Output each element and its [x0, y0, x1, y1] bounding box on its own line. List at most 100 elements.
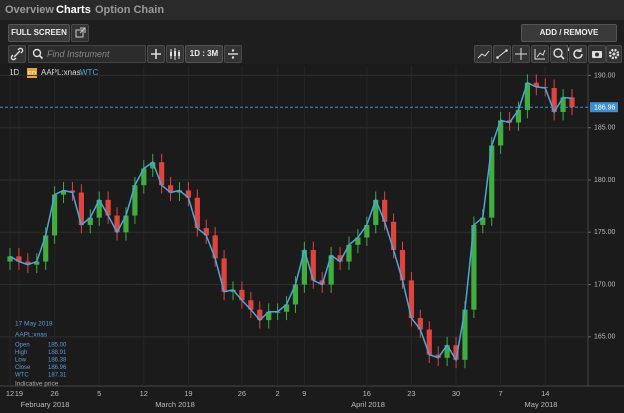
nav-bar: Overview Charts Option Chain	[0, 0, 624, 20]
x-tick-label: 19	[184, 389, 192, 398]
tab[interactable]: Charts	[56, 4, 91, 16]
y-tick-label: 190.00	[594, 72, 616, 79]
y-tick-label: 180.00	[594, 177, 616, 184]
x-tick-label: 14	[541, 389, 549, 398]
x-tick-label: 30	[452, 389, 460, 398]
period-label: 1D	[9, 68, 19, 77]
candle-body	[355, 237, 361, 245]
legend-entry: WTC	[80, 68, 98, 77]
tool-button[interactable]	[512, 45, 530, 63]
candle-body	[310, 250, 316, 281]
tool-button[interactable]	[493, 45, 511, 63]
snapshot-button[interactable]	[588, 45, 606, 63]
candle-body	[60, 190, 67, 195]
info-date: 17 May 2018	[15, 321, 53, 328]
info-label: Low	[15, 358, 27, 364]
candle-body	[292, 284, 299, 305]
badge: EQ	[28, 71, 37, 77]
tool-button[interactable]	[474, 45, 492, 63]
chart-type-button[interactable]	[166, 45, 184, 63]
icon	[573, 48, 583, 59]
x-tick-label: 5	[97, 389, 101, 398]
last-price-tag	[590, 102, 618, 113]
settings-button[interactable]	[606, 45, 622, 63]
candle-body	[248, 300, 254, 310]
x-tick-label: 2	[276, 389, 280, 398]
x-tick-label: 7	[499, 389, 503, 398]
x-tick-label: 12	[6, 389, 14, 398]
add-remove-charts-button[interactable]: ADD / REMOVE CHARTS	[521, 24, 617, 53]
candle-body	[382, 199, 388, 222]
icon	[496, 49, 508, 59]
x-tick-label: 9	[302, 389, 306, 398]
candle-body	[150, 162, 156, 169]
line-series	[9, 81, 573, 362]
candle-body	[364, 224, 370, 238]
link-button[interactable]	[8, 45, 26, 63]
zoom-button[interactable]	[550, 45, 568, 63]
icon	[228, 49, 238, 59]
x-tick-label: 19	[15, 389, 23, 398]
popout-button[interactable]	[71, 24, 89, 42]
chart: 1D EQ AAPL:xnas WTC 165.00 170.00 175.00 18…	[0, 64, 624, 413]
month-label: May 2018	[525, 400, 558, 409]
interval-button[interactable]: 1D : 3M	[185, 45, 223, 63]
icon	[75, 27, 86, 38]
icon	[608, 48, 620, 60]
candle-body	[399, 250, 406, 281]
candle-body	[52, 194, 58, 236]
candle-body	[7, 256, 13, 262]
search-box[interactable]: Find Instrument	[28, 45, 146, 63]
x-tick-label: 12	[140, 389, 148, 398]
icon	[151, 49, 161, 59]
candle-body	[462, 309, 468, 360]
month-label: April 2018	[351, 400, 385, 409]
x-tick-label: 26	[238, 389, 246, 398]
add-button[interactable]	[147, 45, 165, 63]
info-symbol: AAPL:xnas	[15, 332, 48, 339]
compare-button[interactable]	[224, 45, 242, 63]
y-tick-label: 165.00	[594, 334, 616, 341]
candle-body	[417, 318, 423, 330]
candle-body	[480, 217, 486, 225]
candle-body	[301, 250, 307, 285]
candle-body	[194, 197, 200, 229]
candle-body	[435, 354, 441, 358]
reset-button[interactable]	[569, 45, 587, 63]
y-tick-label: 185.00	[594, 125, 616, 132]
icon	[553, 48, 565, 60]
icon	[515, 48, 527, 60]
candle-body	[132, 185, 138, 216]
candle-body	[489, 145, 495, 218]
info-label: WTC	[15, 373, 29, 379]
candle-body	[471, 224, 477, 310]
candle-body	[408, 280, 415, 319]
candle-body	[337, 255, 343, 262]
last-price-label: 186.96	[594, 105, 616, 112]
candle-body	[123, 215, 129, 233]
info-value: 187.31	[48, 373, 67, 379]
candle-body	[43, 235, 49, 262]
x-tick-label: 26	[50, 389, 58, 398]
tab[interactable]: Overview	[5, 4, 54, 16]
info-label: Close	[15, 365, 31, 371]
tab[interactable]: Option Chain	[95, 4, 165, 16]
chart-toolbar: Find Instrument 1D : 3M	[0, 44, 624, 64]
candle-body	[78, 192, 84, 225]
icon	[170, 48, 180, 60]
candle-body	[266, 311, 272, 321]
search-placeholder: Find Instrument	[47, 49, 110, 59]
candle-body	[212, 235, 218, 259]
y-tick-label: 170.00	[594, 281, 616, 288]
candle-body	[167, 185, 174, 193]
info-value: 185.00	[48, 343, 67, 349]
full-screen-button[interactable]: FULL SCREEN	[8, 24, 70, 42]
month-label: March 2018	[155, 400, 195, 409]
info-value: 186.38	[48, 358, 67, 364]
tool-button[interactable]	[531, 45, 549, 63]
icon	[32, 48, 44, 60]
legend-entry: AAPL:xnas	[41, 68, 81, 77]
icon	[10, 47, 24, 61]
info-label: Open	[15, 343, 30, 349]
info-label: High	[15, 350, 27, 356]
